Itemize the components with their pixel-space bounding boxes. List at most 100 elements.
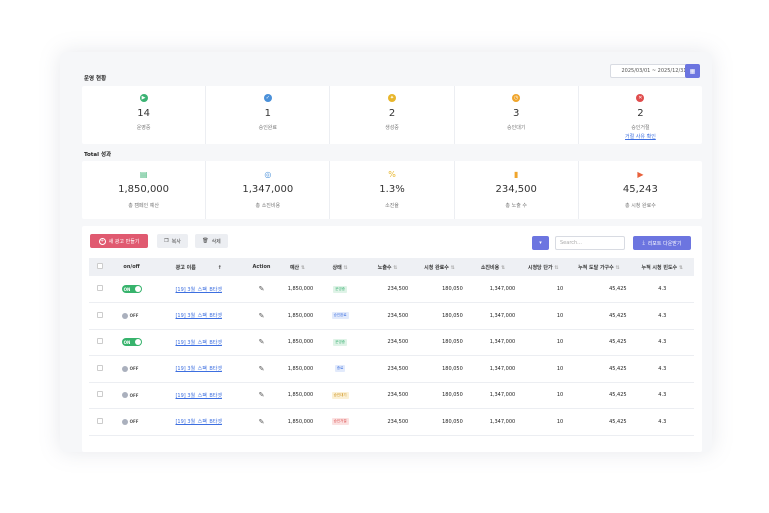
on-off-toggle[interactable]: OFF — [121, 312, 142, 320]
search-input[interactable]: Search... — [555, 236, 625, 250]
status-cell: 승인완료 — [317, 302, 364, 330]
checkbox-cell — [89, 302, 111, 330]
plus-icon: + — [98, 237, 106, 245]
on-off-toggle[interactable]: ON — [121, 338, 142, 347]
checkbox-cell — [89, 382, 111, 409]
column-header: on/off — [110, 258, 153, 276]
sort-icon[interactable]: ⇅ — [552, 264, 559, 271]
sort-icon[interactable]: ⇅ — [448, 264, 455, 271]
column-header-label: 예산 — [289, 264, 300, 271]
views-cell: 180,050 — [412, 408, 467, 436]
edit-icon[interactable]: ✎ — [258, 391, 265, 400]
reach-cell: 45,425 — [567, 276, 631, 303]
column-header-label: 광고 이름 — [175, 264, 196, 271]
status-badge: 운영중 — [333, 338, 347, 346]
column-header: 누적 시청 빈도수 ⇅ — [630, 258, 694, 276]
status-card: ▶ 14 운영중 — [82, 86, 207, 144]
action-cell: ✎ — [245, 355, 278, 383]
ad-name-link[interactable]: [19] 3월_스팩_B타겟 — [175, 366, 222, 373]
edit-icon[interactable]: ✎ — [258, 285, 265, 293]
ad-name-link[interactable]: [19] 3월_스팩_B타겟 — [175, 313, 222, 320]
sort-icon[interactable]: ⇅ — [391, 264, 398, 271]
freq-cell: 4.3 — [630, 382, 694, 409]
total-card: ◎ 1,347,000 총 소진비용 — [206, 161, 331, 219]
cpv-cell: 10 — [519, 276, 568, 303]
status-card: ✓ 1 승인완료 — [206, 86, 331, 144]
edit-icon[interactable]: ✎ — [258, 311, 265, 320]
reach-cell: 45,425 — [567, 329, 631, 356]
on-off-toggle[interactable]: OFF — [121, 365, 142, 373]
row-checkbox[interactable] — [96, 285, 103, 291]
checkbox-cell — [89, 408, 111, 436]
trash-icon: 🗑 — [202, 238, 209, 244]
budget-cell: 1,850,000 — [277, 355, 318, 383]
sort-icon[interactable]: ⇅ — [677, 264, 684, 271]
on-off-toggle[interactable]: ON — [121, 285, 142, 293]
budget-cell: 1,850,000 — [277, 329, 318, 356]
name-cell: [19] 3월_스팩_B타겟 — [152, 276, 246, 303]
edit-icon[interactable]: ✎ — [258, 338, 265, 347]
wand-icon: ✦ — [388, 94, 396, 102]
percent-icon: % — [388, 170, 396, 179]
download-report-button[interactable]: ⤓ 리포트 다운받기 — [633, 236, 691, 250]
row-checkbox[interactable] — [96, 311, 103, 318]
clock-icon: ◷ — [512, 94, 521, 102]
row-checkbox[interactable] — [96, 364, 103, 371]
column-header-label: Action — [252, 264, 271, 270]
checkbox-cell — [89, 276, 111, 303]
row-checkbox[interactable] — [96, 417, 103, 424]
delete-label: 삭제 — [211, 238, 221, 245]
edit-icon[interactable]: ✎ — [258, 417, 265, 426]
on-off-toggle[interactable]: OFF — [121, 418, 142, 426]
new-ad-label: 새 광고 만들기 — [108, 238, 140, 245]
calendar-button[interactable]: ▦ — [685, 64, 700, 78]
filter-dropdown-button[interactable]: ▾ — [532, 236, 549, 250]
bar-chart-icon: ▮ — [514, 170, 519, 179]
total-card-label: 총 노출 수 — [505, 203, 527, 209]
name-cell: [19] 3월_스팩_B타겟 — [152, 329, 246, 356]
sort-icon[interactable]: ⇅ — [299, 264, 306, 271]
status-card-label: 운영중 — [136, 125, 151, 131]
copy-button[interactable]: ❐ 복사 — [157, 234, 188, 248]
ad-name-link[interactable]: [19] 3월_스팩_B타겟 — [175, 392, 222, 399]
select-all-checkbox[interactable] — [96, 263, 103, 269]
video-icon: ▶ — [637, 170, 644, 179]
status-cell: 운영중 — [317, 329, 364, 356]
impr-cell: 234,500 — [363, 382, 413, 409]
row-checkbox[interactable] — [96, 338, 103, 345]
status-cell: 종료 — [317, 355, 364, 383]
sort-icon[interactable]: ↑ — [215, 264, 222, 271]
toggle-cell: ON — [110, 276, 153, 303]
sort-icon[interactable]: ⇅ — [499, 264, 506, 271]
status-cards: ▶ 14 운영중 ✓ 1 승인완료 ✦ 2 생성중 ◷ 3 승인대기 ✕ 2 승인거절 거절 사유 확인 — [82, 86, 702, 144]
table-row: ON [19] 3월_스팩_B타겟 ✎ 1,850,000 운영중 234,500 180,… — [89, 276, 694, 303]
on-off-toggle[interactable]: OFF — [121, 391, 142, 399]
delete-button[interactable]: 🗑 삭제 — [195, 234, 228, 248]
download-label: 리포트 다운받기 — [647, 240, 682, 247]
ad-name-link[interactable]: [19] 3월_스팩_B타겟 — [175, 286, 222, 293]
row-checkbox[interactable] — [96, 391, 103, 398]
total-card-value: 1,347,000 — [242, 184, 294, 195]
column-header: 소진비용 ⇅ — [466, 258, 520, 276]
total-card-label: 총 캠페인 예산 — [128, 203, 159, 209]
reach-cell: 45,425 — [567, 408, 631, 436]
total-card-value: 1.3% — [379, 184, 405, 195]
sort-icon[interactable]: ⇅ — [613, 264, 620, 271]
calendar-icon: ▦ — [689, 67, 696, 75]
table-body: ON [19] 3월_스팩_B타겟 ✎ 1,850,000 운영중 234,500 180,… — [89, 276, 694, 436]
new-ad-button[interactable]: + 새 광고 만들기 — [90, 234, 148, 248]
ad-name-link[interactable]: [19] 3월_스팩_B타겟 — [175, 339, 222, 346]
ad-name-link[interactable]: [19] 3월_스팩_B타겟 — [175, 419, 222, 426]
copy-icon: ❐ — [164, 238, 169, 244]
status-card-value: 1 — [264, 108, 271, 119]
cpv-cell: 10 — [519, 302, 568, 330]
cpv-cell: 10 — [519, 355, 568, 383]
views-cell: 180,050 — [412, 355, 467, 383]
sort-icon[interactable]: ⇅ — [341, 264, 348, 271]
reject-reason-link[interactable]: 거절 사유 확인 — [625, 134, 656, 140]
cost-cell: 1,347,000 — [466, 382, 520, 409]
select-all-header[interactable] — [89, 258, 111, 276]
edit-icon[interactable]: ✎ — [258, 364, 265, 373]
chevron-down-icon: ▾ — [539, 240, 542, 246]
action-cell: ✎ — [245, 302, 278, 330]
